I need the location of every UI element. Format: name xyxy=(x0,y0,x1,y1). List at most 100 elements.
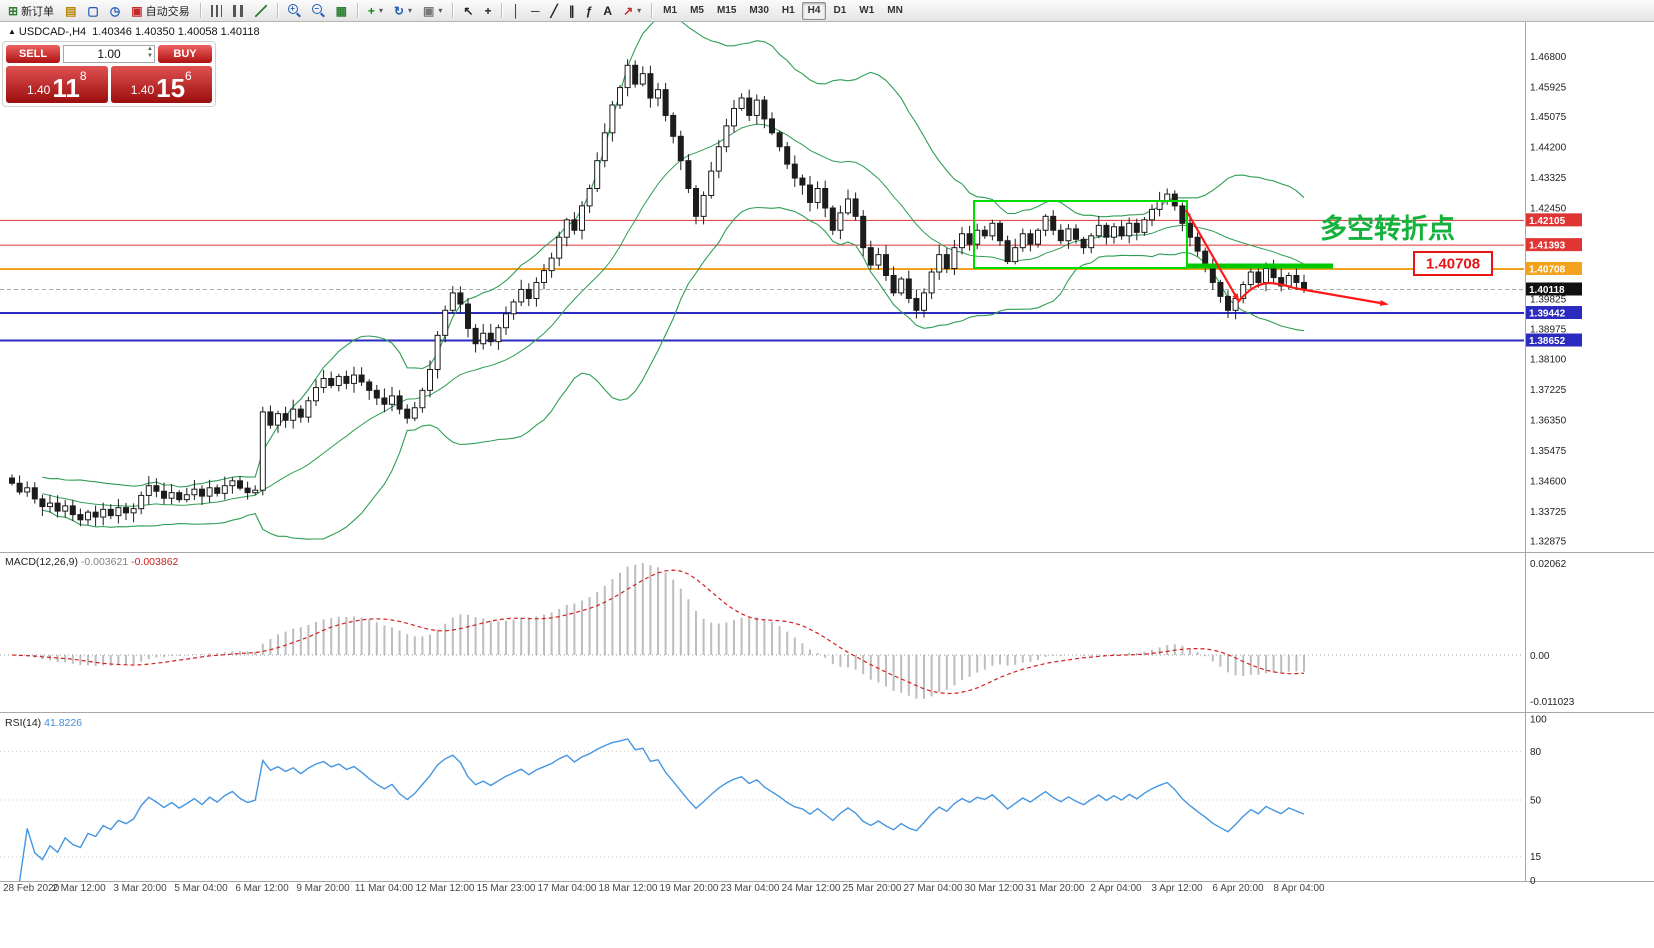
horizontal-line-button[interactable]: ─ xyxy=(526,0,545,21)
macd-axis-label: -0.011023 xyxy=(1530,697,1575,708)
price-tag-text: 1.40708 xyxy=(1529,264,1566,275)
trendline-icon: ╱ xyxy=(550,3,558,18)
chart-cycle-button[interactable]: ↻ ▾ xyxy=(389,0,417,21)
toolbar-separator xyxy=(452,3,454,18)
price-scale-label: 1.43325 xyxy=(1530,173,1567,184)
snapshot-button[interactable]: ▣ ▾ xyxy=(418,0,447,21)
timeframe-m15-button[interactable]: M15 xyxy=(716,4,737,16)
vertical-line-icon: │ xyxy=(512,3,520,18)
camera-icon: ▣ xyxy=(423,3,435,18)
dropdown-caret-icon: ▾ xyxy=(438,6,443,15)
price-scale-label: 1.38100 xyxy=(1530,355,1567,366)
consolidation-box[interactable] xyxy=(973,200,1188,269)
line-chart-button[interactable] xyxy=(250,0,272,21)
price-callout-box[interactable] xyxy=(1413,251,1493,276)
bollinger-lower-band xyxy=(42,206,1305,540)
market-watch-button[interactable]: ▤ xyxy=(60,0,81,21)
time-axis-label: 6 Apr 20:00 xyxy=(1212,883,1264,894)
trend-arrow[interactable] xyxy=(1185,209,1240,303)
rsi-header: RSI(14) 41.8226 xyxy=(5,717,82,729)
price-tag-text: 1.39442 xyxy=(1529,309,1566,320)
volume-stepper[interactable]: ▲ ▼ xyxy=(147,46,153,60)
candlestick-chart-button[interactable] xyxy=(228,0,249,21)
history-button[interactable]: ◷ xyxy=(105,0,125,21)
new-chart-button[interactable]: + ▾ xyxy=(363,0,388,21)
cursor-icon: ↖ xyxy=(463,3,474,18)
price-scale-label: 1.32875 xyxy=(1530,537,1567,548)
new-order-icon: ⊞ xyxy=(8,3,19,18)
time-axis-label: 2 Apr 04:00 xyxy=(1090,883,1142,894)
trendline-button[interactable]: ╱ xyxy=(545,0,562,21)
sell-price-button[interactable]: 1.40 11 8 xyxy=(6,66,108,103)
toolbar-separator xyxy=(199,3,201,18)
text-tool-button[interactable]: A xyxy=(598,0,617,21)
stepper-up-icon[interactable]: ▲ xyxy=(147,46,153,52)
timeframe-d1-button[interactable]: D1 xyxy=(833,4,847,16)
price-scale-label: 1.36350 xyxy=(1530,416,1567,427)
tile-windows-button[interactable]: ▦ xyxy=(331,0,352,21)
cycle-icon: ↻ xyxy=(393,3,405,18)
zoom-out-button[interactable] xyxy=(307,0,330,21)
buy-button[interactable]: BUY xyxy=(158,45,212,63)
time-axis-label: 18 Mar 12:00 xyxy=(599,883,658,894)
vertical-line-button[interactable]: │ xyxy=(507,0,525,21)
channel-icon: ∥ xyxy=(568,3,575,18)
price-tag xyxy=(1526,261,1582,275)
price-tag-text: 1.42105 xyxy=(1529,216,1566,227)
timeframe-w1-button[interactable]: W1 xyxy=(859,4,875,16)
equidistant-channel-button[interactable]: ∥ xyxy=(564,0,580,21)
time-axis-label: 8 Apr 04:00 xyxy=(1273,883,1325,894)
price-tag xyxy=(1526,306,1582,320)
symbol-marker-icon: ▲ xyxy=(8,27,16,36)
time-axis-label: 28 Feb 2020 xyxy=(3,883,60,894)
bar-chart-icon xyxy=(210,4,222,17)
price-tag xyxy=(1526,333,1582,347)
rsi-axis-label: 100 xyxy=(1530,715,1547,726)
timeframe-m5-button[interactable]: M5 xyxy=(690,4,704,16)
toolbar-separator xyxy=(501,3,503,18)
arrows-tool-button[interactable]: ↗ ▾ xyxy=(618,0,646,21)
fibonacci-button[interactable]: ƒ xyxy=(581,0,598,21)
rsi-axis-label: 80 xyxy=(1530,747,1542,758)
time-axis-label: 2 Mar 12:00 xyxy=(52,883,106,894)
price-tag-text: 1.40118 xyxy=(1529,285,1565,296)
horizontal-line-icon: ─ xyxy=(530,3,540,18)
bar-chart-button[interactable] xyxy=(206,0,227,21)
time-axis-label: 30 Mar 12:00 xyxy=(965,883,1024,894)
crosshair-button[interactable]: + xyxy=(479,0,496,21)
price-tag xyxy=(1526,213,1582,227)
timeframe-m1-button[interactable]: M1 xyxy=(663,4,678,16)
turning-point-label[interactable]: 多空转折点 xyxy=(1320,213,1455,244)
time-axis-label: 5 Mar 04:00 xyxy=(174,883,228,894)
data-window-button[interactable]: ▢ xyxy=(82,0,103,21)
time-axis-label: 17 Mar 04:00 xyxy=(538,883,597,894)
price-scale-label: 1.44200 xyxy=(1530,142,1567,153)
chart-symbol-period: USDCAD-,H4 xyxy=(18,26,87,38)
timeframe-mn-button[interactable]: MN xyxy=(887,4,903,16)
new-order-button[interactable]: ⊞ 新订单 xyxy=(3,0,59,21)
timeframe-h4-button[interactable]: H4 xyxy=(801,1,827,20)
macd-axis-label: 0.00 xyxy=(1530,651,1550,662)
trend-arrow[interactable] xyxy=(1293,286,1389,306)
toolbar-separator xyxy=(276,3,278,18)
chart-title: ▲ USDCAD-,H4 1.40346 1.40350 1.40058 1.401… xyxy=(8,26,260,38)
timeframe-h1-button[interactable]: H1 xyxy=(781,4,795,16)
stepper-down-icon[interactable]: ▼ xyxy=(147,53,153,59)
time-axis-label: 12 Mar 12:00 xyxy=(416,883,475,894)
auto-trading-button-label: 自动交易 xyxy=(145,5,190,18)
buy-price-button[interactable]: 1.40 15 6 xyxy=(110,66,212,103)
sell-button[interactable]: SELL xyxy=(6,45,60,63)
cursor-button[interactable]: ↖ xyxy=(458,0,478,21)
bid-pipette: 8 xyxy=(79,69,87,83)
dropdown-caret-icon: ▾ xyxy=(378,6,383,15)
timeframe-m30-button[interactable]: M30 xyxy=(749,4,769,16)
macd-axis-label: 0.02062 xyxy=(1530,559,1567,570)
zoom-in-button[interactable] xyxy=(283,0,306,21)
trend-arrow[interactable] xyxy=(1237,281,1295,303)
zoom-in-icon xyxy=(287,4,301,17)
rsi-axis-label: 15 xyxy=(1530,852,1542,863)
volume-input[interactable]: 1.00 ▲ ▼ xyxy=(63,45,155,63)
auto-trading-button[interactable]: ▣ 自动交易 xyxy=(126,0,194,21)
time-axis-label: 25 Mar 20:00 xyxy=(843,883,902,894)
